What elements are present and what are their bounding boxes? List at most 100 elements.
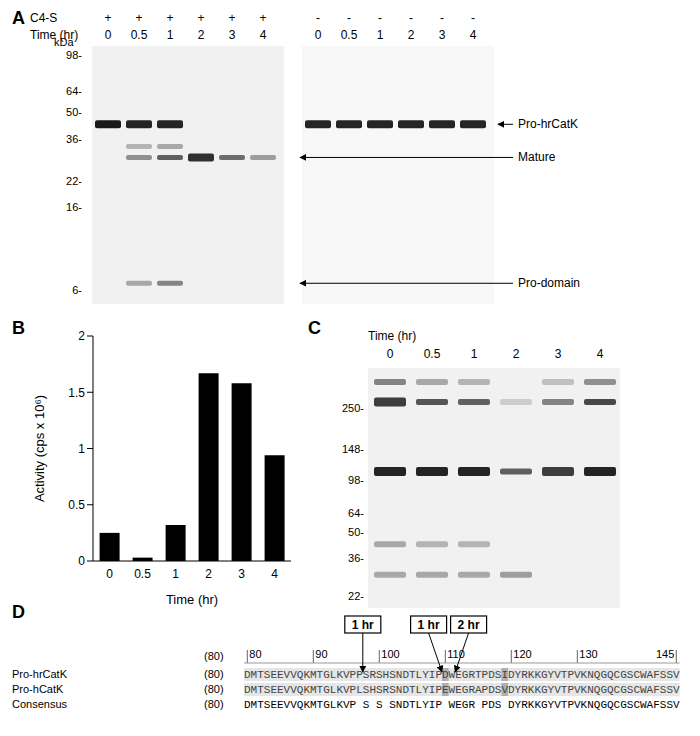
svg-text:90: 90 bbox=[315, 648, 327, 660]
svg-text:64-: 64- bbox=[348, 507, 364, 519]
svg-text:1 hr: 1 hr bbox=[352, 618, 374, 632]
svg-text:4: 4 bbox=[260, 28, 267, 42]
svg-text:2: 2 bbox=[205, 567, 212, 581]
svg-text:64-: 64- bbox=[66, 85, 82, 97]
svg-text:S: S bbox=[376, 699, 383, 711]
svg-text:98-: 98- bbox=[66, 49, 82, 61]
svg-text:Time (hr): Time (hr) bbox=[30, 28, 79, 42]
svg-text:Mature: Mature bbox=[518, 150, 556, 164]
svg-text:S: S bbox=[363, 699, 370, 711]
svg-text:S: S bbox=[495, 699, 502, 711]
svg-text:V: V bbox=[673, 669, 680, 681]
svg-text:16-: 16- bbox=[66, 201, 82, 213]
svg-text:110: 110 bbox=[447, 648, 465, 660]
svg-text:36-: 36- bbox=[66, 133, 82, 145]
svg-text:D: D bbox=[12, 602, 25, 622]
html-text:D M T S E E V V Q K M T G L K: D M T S E E V V Q K M T G L K V P L S H … bbox=[244, 684, 673, 696]
svg-text:-: - bbox=[409, 11, 413, 25]
svg-text:0: 0 bbox=[105, 28, 112, 42]
svg-text:+: + bbox=[135, 11, 142, 25]
svg-text:0.5: 0.5 bbox=[68, 498, 85, 512]
svg-text:4: 4 bbox=[470, 28, 477, 42]
svg-text:2: 2 bbox=[408, 28, 415, 42]
svg-text:+: + bbox=[259, 11, 266, 25]
svg-text:B: B bbox=[12, 318, 25, 338]
svg-text:120: 120 bbox=[513, 648, 531, 660]
svg-text:+: + bbox=[228, 11, 235, 25]
svg-text:50-: 50- bbox=[66, 106, 82, 118]
svg-text:+: + bbox=[166, 11, 173, 25]
html-text:P D: P D bbox=[481, 699, 495, 711]
svg-text:1 hr: 1 hr bbox=[418, 618, 440, 632]
svg-text:1: 1 bbox=[471, 347, 478, 361]
html-text:W E G: W E G bbox=[448, 699, 469, 711]
svg-text:Activity (cps x 10⁶): Activity (cps x 10⁶) bbox=[32, 395, 47, 502]
svg-text:-: - bbox=[378, 11, 382, 25]
svg-text:3: 3 bbox=[238, 567, 245, 581]
svg-text:1: 1 bbox=[377, 28, 384, 42]
svg-text:0.5: 0.5 bbox=[424, 347, 441, 361]
svg-text:250-: 250- bbox=[342, 402, 364, 414]
svg-text:P: P bbox=[350, 699, 357, 711]
svg-text:1: 1 bbox=[172, 567, 179, 581]
svg-text:C4-S: C4-S bbox=[30, 11, 57, 25]
svg-text:-: - bbox=[471, 11, 475, 25]
svg-text:3: 3 bbox=[439, 28, 446, 42]
html-text:D M T S E E V V Q K M T G L K: D M T S E E V V Q K M T G L K V P P S R … bbox=[244, 669, 673, 681]
svg-text:0.5: 0.5 bbox=[341, 28, 358, 42]
svg-text:V: V bbox=[673, 684, 680, 696]
svg-text:A: A bbox=[12, 8, 25, 28]
svg-text:1: 1 bbox=[167, 28, 174, 42]
svg-text:145: 145 bbox=[656, 648, 674, 660]
svg-text:0: 0 bbox=[315, 28, 322, 42]
svg-text:98-: 98- bbox=[348, 474, 364, 486]
svg-text:P: P bbox=[435, 699, 442, 711]
svg-text:(80): (80) bbox=[204, 683, 224, 695]
svg-text:50-: 50- bbox=[348, 526, 364, 538]
svg-text:Pro-hrCatK: Pro-hrCatK bbox=[12, 668, 68, 680]
svg-text:-: - bbox=[440, 11, 444, 25]
svg-text:R: R bbox=[468, 699, 475, 711]
svg-text:3: 3 bbox=[229, 28, 236, 42]
svg-text:6-: 6- bbox=[72, 284, 82, 296]
svg-text:36-: 36- bbox=[348, 552, 364, 564]
svg-text:(80): (80) bbox=[204, 650, 224, 662]
svg-text:Time (hr): Time (hr) bbox=[166, 592, 218, 607]
svg-text:4: 4 bbox=[271, 567, 278, 581]
svg-text:0: 0 bbox=[78, 554, 85, 568]
svg-text:22-: 22- bbox=[66, 175, 82, 187]
svg-text:Time (hr): Time (hr) bbox=[368, 329, 416, 343]
svg-text:0: 0 bbox=[106, 567, 113, 581]
svg-text:2: 2 bbox=[198, 28, 205, 42]
svg-text:kDa: kDa bbox=[54, 36, 74, 48]
svg-text:3: 3 bbox=[555, 347, 562, 361]
svg-text:0.5: 0.5 bbox=[131, 28, 148, 42]
svg-text:-: - bbox=[316, 11, 320, 25]
svg-text:2: 2 bbox=[78, 329, 85, 343]
svg-text:+: + bbox=[197, 11, 204, 25]
svg-text:2 hr: 2 hr bbox=[458, 618, 480, 632]
svg-text:Pro-hCatK: Pro-hCatK bbox=[12, 683, 64, 695]
svg-text:+: + bbox=[104, 11, 111, 25]
svg-text:-: - bbox=[347, 11, 351, 25]
svg-text:Consensus: Consensus bbox=[12, 698, 68, 710]
svg-text:4: 4 bbox=[597, 347, 604, 361]
html-text:S N D T L Y I: S N D T L Y I bbox=[389, 699, 436, 711]
svg-text:Pro-hrCatK: Pro-hrCatK bbox=[518, 117, 578, 131]
svg-text:0: 0 bbox=[387, 347, 394, 361]
svg-text:100: 100 bbox=[381, 648, 399, 660]
svg-text:130: 130 bbox=[579, 648, 597, 660]
svg-text:1.5: 1.5 bbox=[68, 386, 85, 400]
svg-text:(80): (80) bbox=[204, 668, 224, 680]
svg-text:2: 2 bbox=[513, 347, 520, 361]
svg-text:22-: 22- bbox=[348, 590, 364, 602]
svg-text:Pro-domain: Pro-domain bbox=[518, 276, 580, 290]
svg-text:(80): (80) bbox=[204, 698, 224, 710]
html-text:D M T S E E V V Q K M T G L K: D M T S E E V V Q K M T G L K V bbox=[244, 699, 350, 711]
svg-text:1: 1 bbox=[78, 442, 85, 456]
svg-text:148-: 148- bbox=[342, 443, 364, 455]
svg-text:V: V bbox=[673, 699, 680, 711]
svg-text:80: 80 bbox=[249, 648, 261, 660]
svg-text:C: C bbox=[308, 318, 321, 338]
svg-text:0.5: 0.5 bbox=[134, 567, 151, 581]
